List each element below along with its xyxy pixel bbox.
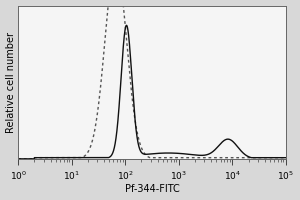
Y-axis label: Relative cell number: Relative cell number (6, 32, 16, 133)
X-axis label: Pf-344-FITC: Pf-344-FITC (125, 184, 179, 194)
